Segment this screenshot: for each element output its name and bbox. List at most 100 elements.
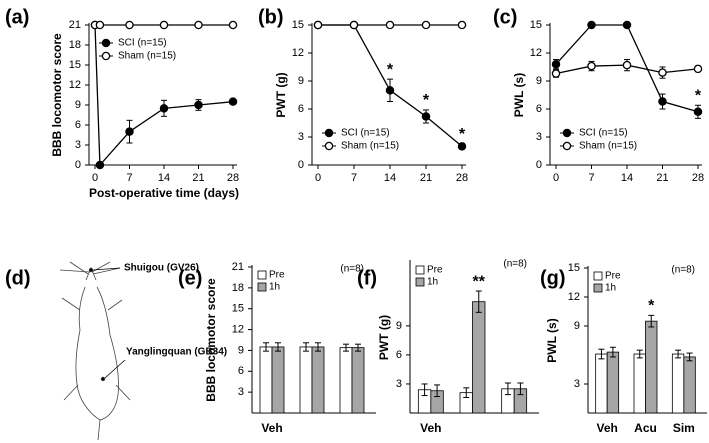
y-tick-label: 0 bbox=[75, 159, 81, 171]
marker bbox=[159, 20, 169, 30]
y-tick-label: 3 bbox=[238, 386, 244, 398]
legend-marker bbox=[101, 51, 111, 61]
marker bbox=[587, 61, 596, 71]
rat-limbs bbox=[61, 297, 131, 441]
marker bbox=[622, 20, 632, 30]
bar bbox=[633, 353, 646, 414]
bar bbox=[259, 346, 273, 414]
bar bbox=[595, 353, 608, 414]
y-tick-label: 9 bbox=[298, 75, 304, 87]
x-tick-label: 7 bbox=[126, 172, 132, 184]
x-tick-label: 28 bbox=[692, 172, 704, 184]
x-tick-label: 14 bbox=[158, 172, 170, 184]
legend-marker bbox=[562, 128, 572, 138]
legend-label: SCI (n=15) bbox=[579, 128, 628, 139]
legend-label: Sham (n=15) bbox=[118, 51, 176, 62]
annotation: (n=8) bbox=[503, 259, 527, 270]
x-tick-label: 14 bbox=[621, 172, 633, 184]
x-tick-label: Veh bbox=[420, 421, 441, 435]
bar bbox=[683, 356, 696, 414]
bar bbox=[351, 347, 365, 414]
y-tick-label: 15 bbox=[568, 262, 580, 274]
rat-diagram bbox=[59, 261, 131, 441]
marker bbox=[622, 60, 632, 70]
y-axis-label: PWT (g) bbox=[377, 315, 391, 360]
y-tick-label: 21 bbox=[69, 19, 81, 31]
y-tick-label: 9 bbox=[536, 75, 542, 87]
bar bbox=[339, 347, 353, 414]
y-tick-label: 3 bbox=[396, 378, 402, 390]
legend-swatch bbox=[593, 283, 603, 293]
panel-label: (b) bbox=[258, 6, 284, 28]
marker bbox=[194, 100, 203, 110]
y-tick-label: 9 bbox=[396, 320, 402, 332]
y-tick-label: 6 bbox=[396, 349, 402, 361]
marker bbox=[421, 20, 431, 30]
legend-swatch bbox=[415, 265, 425, 275]
marker bbox=[587, 20, 596, 30]
y-tick-label: 3 bbox=[574, 378, 580, 390]
x-tick-label: 7 bbox=[351, 172, 357, 184]
bar bbox=[606, 351, 620, 414]
x-tick-label: Veh bbox=[596, 421, 617, 435]
marker bbox=[658, 97, 667, 106]
legend-marker bbox=[324, 141, 334, 151]
marker bbox=[421, 112, 431, 121]
acupoint-label: Shuigou (GV26) bbox=[124, 263, 199, 274]
significance: * bbox=[459, 126, 466, 143]
y-tick-label: 12 bbox=[69, 79, 81, 91]
marker bbox=[457, 142, 467, 151]
marker bbox=[693, 107, 703, 117]
bar bbox=[472, 301, 486, 414]
legend-label: Pre bbox=[269, 270, 285, 281]
bar bbox=[645, 320, 658, 414]
legend-label: 1h bbox=[605, 283, 616, 294]
marker bbox=[228, 97, 238, 106]
y-axis-label: PWT (g) bbox=[274, 72, 288, 117]
y-tick-label: 15 bbox=[69, 59, 81, 71]
significance: * bbox=[695, 87, 702, 104]
legend-label: Sham (n=15) bbox=[579, 141, 637, 152]
y-tick-label: 9 bbox=[75, 99, 81, 111]
marker bbox=[385, 86, 395, 95]
marker bbox=[457, 20, 467, 30]
legend-swatch bbox=[257, 282, 267, 292]
marker bbox=[658, 68, 667, 77]
marker bbox=[125, 20, 134, 30]
marker bbox=[125, 127, 134, 136]
panel-label: (f) bbox=[357, 267, 377, 289]
bar bbox=[299, 346, 313, 414]
marker bbox=[349, 20, 359, 30]
x-tick-label: Acu bbox=[634, 421, 657, 435]
y-tick-label: 6 bbox=[238, 365, 244, 377]
y-tick-label: 9 bbox=[574, 320, 580, 332]
marker bbox=[551, 69, 561, 78]
y-axis-label: BBB locomotor score bbox=[50, 33, 64, 157]
y-tick-label: 15 bbox=[292, 19, 304, 31]
y-axis-label: BBB locomotor score bbox=[204, 278, 218, 402]
x-tick-label: 28 bbox=[456, 172, 468, 184]
x-tick-label: 21 bbox=[192, 172, 204, 184]
y-tick-label: 12 bbox=[568, 291, 580, 303]
y-tick-label: 15 bbox=[232, 303, 244, 315]
y-tick-label: 6 bbox=[75, 119, 81, 131]
y-tick-label: 3 bbox=[298, 131, 304, 143]
panel-label: (c) bbox=[493, 6, 517, 28]
legend-marker bbox=[324, 128, 334, 138]
marker bbox=[313, 20, 323, 30]
y-tick-label: 15 bbox=[530, 19, 542, 31]
acupoint bbox=[88, 267, 94, 273]
marker bbox=[228, 20, 238, 30]
acupoint-label: Yanglingquan (GB34) bbox=[126, 347, 227, 358]
legend-marker bbox=[101, 38, 111, 48]
x-tick-label: Sim bbox=[673, 421, 695, 435]
y-tick-label: 12 bbox=[292, 47, 304, 59]
panel-label: (a) bbox=[5, 6, 29, 28]
y-tick-label: 0 bbox=[536, 159, 542, 171]
legend-label: Pre bbox=[427, 265, 443, 276]
legend-label: Sham (n=15) bbox=[341, 141, 399, 152]
legend-label: 1h bbox=[269, 282, 280, 293]
significance: * bbox=[387, 61, 394, 78]
legend-label: SCI (n=15) bbox=[118, 38, 167, 49]
